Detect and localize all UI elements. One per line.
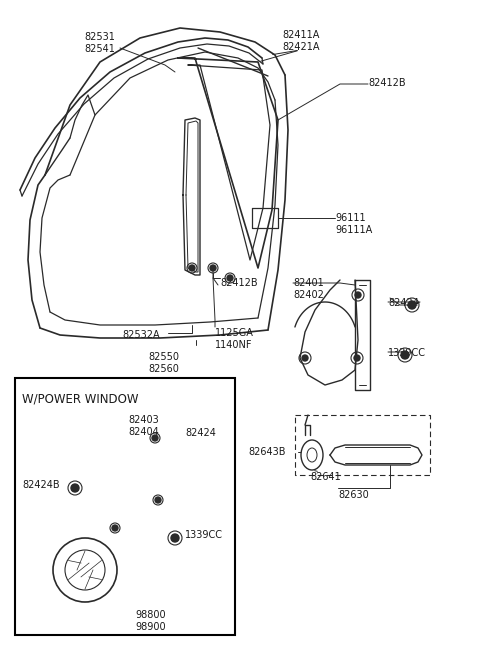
Circle shape bbox=[65, 550, 105, 590]
Text: W/POWER WINDOW: W/POWER WINDOW bbox=[22, 392, 139, 405]
Circle shape bbox=[302, 355, 308, 361]
Circle shape bbox=[112, 525, 118, 531]
Text: 1339CC: 1339CC bbox=[185, 530, 223, 540]
Text: 82531
82541: 82531 82541 bbox=[84, 32, 115, 54]
Text: 82424: 82424 bbox=[185, 428, 216, 438]
Circle shape bbox=[155, 497, 161, 503]
Text: 82630: 82630 bbox=[338, 490, 369, 500]
Text: 98800
98900: 98800 98900 bbox=[135, 610, 166, 632]
Text: 96111
96111A: 96111 96111A bbox=[335, 213, 372, 235]
Circle shape bbox=[171, 534, 179, 542]
Bar bbox=[15, 378, 235, 635]
Circle shape bbox=[408, 301, 416, 309]
Text: 82550
82560: 82550 82560 bbox=[148, 352, 179, 375]
Text: 82412B: 82412B bbox=[368, 78, 406, 88]
Circle shape bbox=[355, 292, 361, 298]
Text: 82424: 82424 bbox=[388, 298, 419, 308]
Circle shape bbox=[227, 275, 233, 281]
Circle shape bbox=[354, 355, 360, 361]
Text: 82412B: 82412B bbox=[220, 278, 258, 288]
Circle shape bbox=[401, 351, 409, 359]
Text: 82403
82404: 82403 82404 bbox=[128, 415, 159, 438]
Circle shape bbox=[152, 435, 158, 441]
Text: 82641: 82641 bbox=[310, 472, 341, 482]
Circle shape bbox=[189, 265, 195, 271]
Ellipse shape bbox=[307, 448, 317, 462]
Text: 1125GA
1140NF: 1125GA 1140NF bbox=[215, 328, 254, 350]
Text: 82411A
82421A: 82411A 82421A bbox=[282, 30, 320, 52]
Circle shape bbox=[210, 265, 216, 271]
Text: 82643B: 82643B bbox=[248, 447, 286, 457]
Ellipse shape bbox=[301, 440, 323, 470]
Circle shape bbox=[53, 538, 117, 602]
Text: 82401
82402: 82401 82402 bbox=[293, 278, 324, 301]
Text: 82424B: 82424B bbox=[22, 480, 60, 490]
Text: 82532A: 82532A bbox=[122, 330, 160, 340]
Text: 1339CC: 1339CC bbox=[388, 348, 426, 358]
Circle shape bbox=[71, 484, 79, 492]
